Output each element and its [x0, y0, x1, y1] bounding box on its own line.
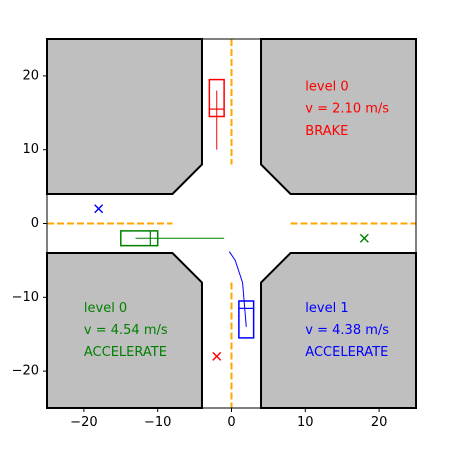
red-velocity-label: v = 2.10 m/s	[305, 102, 389, 117]
green-goal-marker	[359, 233, 369, 243]
y-tick-label: −20	[12, 364, 39, 379]
y-tick-label: −10	[12, 290, 39, 305]
green-velocity-label: v = 4.54 m/s	[84, 323, 168, 338]
x-tick-label: 20	[371, 415, 388, 430]
x-tick-label: 0	[227, 415, 235, 430]
y-tick-label: 20	[22, 68, 39, 83]
city-blocks	[46, 38, 417, 409]
lane-lines	[47, 39, 416, 408]
red-action-label: BRAKE	[305, 124, 348, 139]
x-tick-label: 10	[297, 415, 314, 430]
red-goal-stroke-b	[212, 351, 222, 361]
red-goal-marker	[212, 351, 222, 361]
blue-level-label: level 1	[305, 301, 348, 316]
green-goal-stroke-b	[359, 233, 369, 243]
x-tick-label: −20	[70, 415, 97, 430]
y-tick-label: 0	[31, 216, 39, 231]
blue-action-label: ACCELERATE	[305, 345, 388, 360]
y-tick-label: 10	[22, 142, 39, 157]
green-level-label: level 0	[84, 301, 127, 316]
vehicle-annotations: level 0 v = 2.10 m/s BRAKE level 0 v = 4.54 …	[84, 79, 389, 360]
x-axis: −20 −10 0 10 20	[70, 408, 387, 430]
blue-velocity-label: v = 4.38 m/s	[305, 323, 389, 338]
red-level-label: level 0	[305, 79, 348, 94]
blue-goal-stroke-b	[94, 204, 104, 214]
x-tick-label: −10	[144, 415, 171, 430]
vehicles	[94, 78, 369, 361]
y-axis: 20 10 0 −10 −20	[12, 68, 47, 379]
blue-vehicle-box	[238, 300, 255, 339]
blue-goal-marker	[94, 204, 104, 214]
green-action-label: ACCELERATE	[84, 345, 167, 360]
blue-vehicle-path	[228, 251, 247, 327]
block-top-left	[46, 38, 203, 195]
